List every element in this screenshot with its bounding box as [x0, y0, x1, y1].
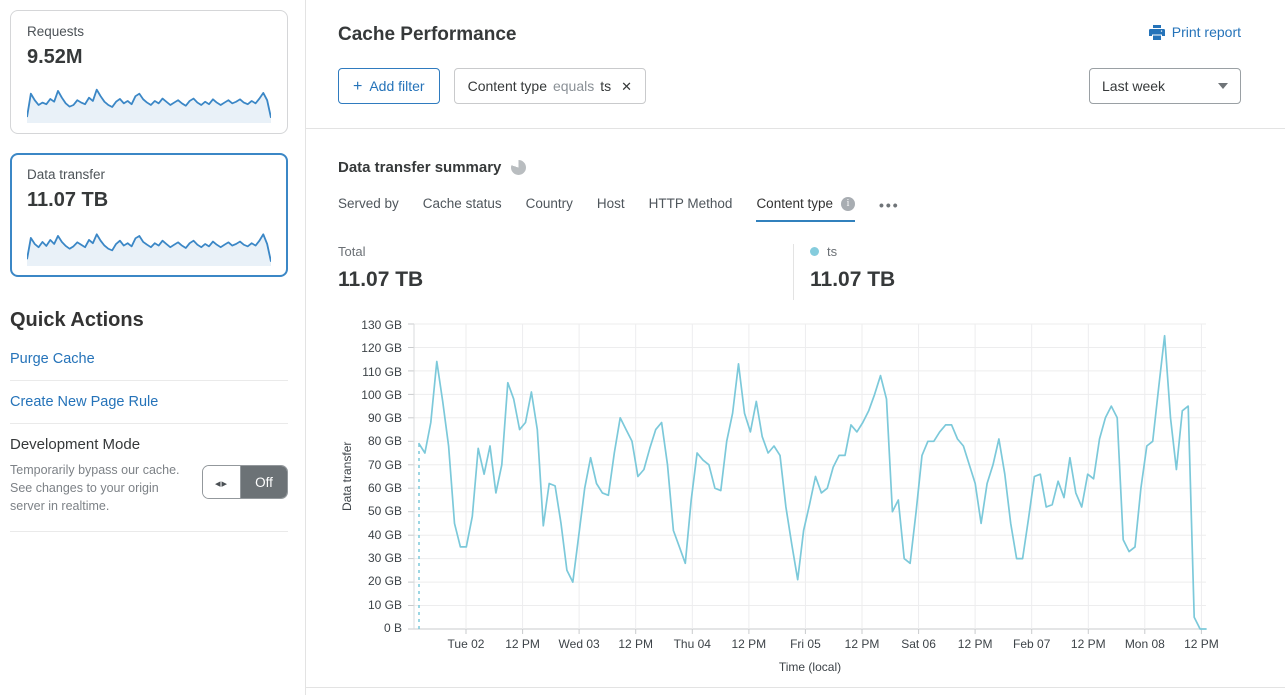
plus-icon: [353, 78, 362, 95]
sidebar: Requests 9.52M Data transfer 11.07 TB Qu…: [0, 0, 306, 695]
tab-http-method[interactable]: HTTP Method: [649, 196, 733, 222]
metric-card-requests[interactable]: Requests 9.52M: [10, 10, 288, 134]
x-tick-label: 12 PM: [731, 637, 767, 651]
y-tick-label: 60 GB: [367, 481, 402, 496]
chevron-down-icon: [1218, 83, 1228, 89]
development-mode-description: Temporarily bypass our cache. See change…: [10, 463, 180, 514]
printer-icon: [1148, 24, 1165, 40]
add-filter-label: Add filter: [369, 78, 425, 94]
metric-value: 11.07 TB: [27, 189, 109, 211]
y-tick-label: 110 GB: [362, 364, 402, 379]
filter-chip[interactable]: Content type equals ts: [453, 68, 647, 104]
y-tick-label: 20 GB: [367, 574, 402, 589]
y-tick-label: 0 B: [383, 620, 402, 635]
section-divider: [306, 687, 1285, 688]
tab-host[interactable]: Host: [597, 196, 625, 222]
metric-label: Requests: [27, 24, 85, 39]
filter-field: Content type: [467, 78, 547, 94]
y-tick-label: 80 GB: [367, 434, 402, 449]
main-content: Cache Performance Print report Add filte…: [306, 0, 1285, 695]
tab-label: Country: [525, 196, 573, 211]
total-label: Total: [338, 244, 366, 259]
y-tick-label: 90 GB: [367, 411, 402, 426]
y-tick-label: 130 GB: [361, 318, 402, 332]
remove-filter-icon[interactable]: [621, 78, 632, 95]
x-tick-label: 12 PM: [1184, 637, 1219, 651]
y-tick-label: 30 GB: [367, 550, 402, 565]
filter-operator: equals: [552, 78, 595, 94]
x-tick-label: Thu 04: [673, 637, 711, 651]
x-tick-label: Feb 07: [1013, 637, 1051, 651]
x-axis-title: Time (local): [778, 660, 842, 674]
y-axis-tick-labels: 130 GB 120 GB 110 GB 100 GB 90 GB 80 GB 70 GB 6…: [356, 318, 414, 635]
info-icon[interactable]: [841, 196, 855, 211]
y-axis-title: Data transfer: [340, 441, 354, 512]
metric-label: Data transfer: [27, 167, 106, 182]
toggle-state-label[interactable]: Off: [241, 466, 287, 498]
tab-label: HTTP Method: [648, 196, 733, 211]
y-tick-label: 70 GB: [367, 457, 402, 472]
loading-pie-icon: [511, 160, 527, 175]
header-divider: [306, 128, 1285, 129]
quick-actions-heading: Quick Actions: [10, 309, 144, 331]
x-tick-label: Fri 05: [790, 637, 821, 651]
purge-cache-link[interactable]: Purge Cache: [10, 338, 288, 381]
tab-label: Served by: [338, 196, 399, 211]
x-tick-label: Sat 06: [901, 637, 936, 651]
x-tick-label: Mon 08: [1124, 637, 1165, 651]
time-range-select[interactable]: Last week: [1089, 68, 1241, 104]
development-mode-section: Development Mode Temporarily bypass our …: [10, 424, 288, 533]
x-tick-label: 12 PM: [957, 637, 993, 651]
y-tick-label: 50 GB: [367, 504, 402, 519]
x-tick-label: Tue 02: [447, 637, 485, 651]
data-transfer-sparkline-chart: [27, 233, 271, 266]
data-transfer-chart: Data transfer 130 GB 120 GB 110 GB 100 GB 90…: [338, 318, 1241, 674]
more-tabs-button[interactable]: [879, 197, 900, 222]
requests-sparkline-chart: [27, 88, 271, 123]
series-legend-dot-icon: [810, 247, 819, 256]
line-chart-svg: [408, 323, 1207, 634]
x-tick-label: 12 PM: [1070, 637, 1106, 651]
tab-label: Cache status: [422, 196, 502, 211]
development-mode-toggle[interactable]: Off: [202, 465, 288, 499]
development-mode-title: Development Mode: [10, 436, 141, 453]
add-filter-button[interactable]: Add filter: [338, 68, 440, 104]
create-page-rule-link[interactable]: Create New Page Rule: [10, 381, 288, 424]
dimension-tabs: Served by Cache status Country Host HTTP Met…: [338, 196, 1241, 222]
total-value: 11.07 TB: [338, 268, 424, 291]
summary-title: Data transfer summary: [338, 159, 502, 176]
y-tick-label: 10 GB: [367, 597, 402, 612]
metric-card-data-transfer[interactable]: Data transfer 11.07 TB: [10, 153, 288, 277]
series-stat: ts 11.07 TB: [793, 244, 895, 300]
series-label: ts: [827, 244, 838, 259]
total-stat: Total 11.07 TB: [338, 244, 793, 300]
page-title: Cache Performance: [338, 24, 517, 45]
print-report-button[interactable]: Print report: [1148, 24, 1241, 40]
toggle-handle[interactable]: [203, 466, 241, 498]
tab-country[interactable]: Country: [526, 196, 573, 222]
tab-content-type[interactable]: Content type: [756, 196, 855, 222]
totals-row: Total 11.07 TB ts 11.07 TB: [338, 244, 1241, 300]
series-value: 11.07 TB: [810, 268, 896, 291]
tab-label: Host: [596, 196, 625, 211]
tab-cache-status[interactable]: Cache status: [423, 196, 502, 222]
y-tick-label: 100 GB: [361, 387, 402, 402]
left-right-arrows-icon: [215, 474, 228, 490]
filter-value: ts: [600, 78, 612, 94]
y-tick-label: 40 GB: [367, 527, 402, 542]
x-tick-label: 12 PM: [844, 637, 880, 651]
tab-label: Content type: [756, 196, 833, 211]
print-report-label: Print report: [1171, 24, 1241, 40]
x-tick-label: 12 PM: [505, 637, 540, 651]
x-tick-label: 12 PM: [618, 637, 654, 651]
metric-value: 9.52M: [27, 46, 83, 68]
chart-plot-area: [408, 323, 1207, 634]
y-tick-label: 120 GB: [361, 341, 402, 356]
x-axis-tick-labels: Tue 02 12 PM Wed 03 12 PM Thu 04 12 PM Fri 05 1…: [414, 637, 1219, 657]
time-range-value: Last week: [1102, 78, 1166, 94]
tab-served-by[interactable]: Served by: [338, 196, 399, 222]
x-tick-label: Wed 03: [558, 637, 600, 651]
